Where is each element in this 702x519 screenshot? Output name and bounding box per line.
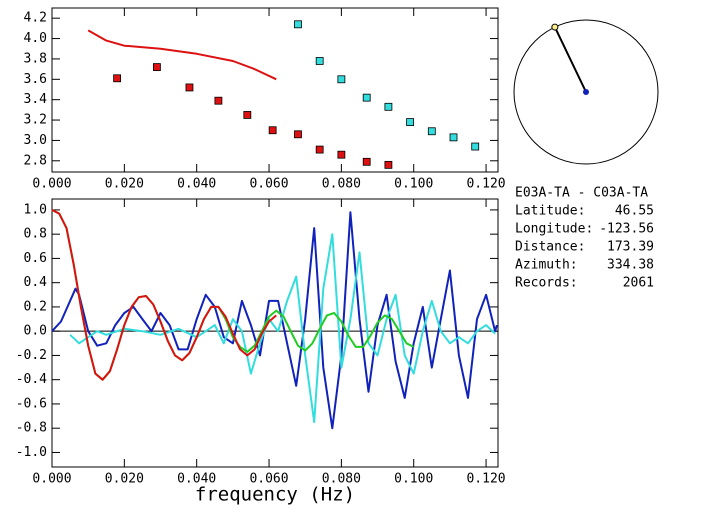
center-marker (583, 89, 589, 95)
marker (315, 57, 324, 65)
x-tick-label: 0.040 (177, 177, 216, 192)
y-tick-label: 4.0 (24, 31, 47, 46)
plot-frame (51, 198, 499, 468)
info-value: 46.55 (615, 204, 654, 219)
marker (384, 102, 393, 111)
x-tick-label: 0.100 (394, 177, 433, 192)
x-tick-label: 0.000 (32, 177, 71, 192)
line (51, 209, 277, 381)
y-tick-label: 4.2 (24, 11, 47, 26)
info-title: E03A-TA - C03A-TA (515, 186, 648, 201)
y-tick-label: -0.2 (16, 348, 47, 363)
y-tick-label: 0.2 (24, 299, 47, 314)
x-tick-label: 0.060 (249, 177, 288, 192)
marker (214, 96, 223, 105)
marker (243, 111, 252, 119)
x-tick-label: 0.000 (32, 472, 71, 487)
marker (337, 150, 346, 159)
azimuth-needle (553, 26, 587, 93)
info-label: Distance: (515, 240, 585, 255)
compass (513, 19, 659, 165)
x-tick-label: 0.080 (322, 472, 361, 487)
x-tick-label: 0.100 (394, 472, 433, 487)
x-tick-label: 0.120 (466, 177, 505, 192)
y-tick-label: 1.0 (24, 202, 47, 217)
x-axis-label: frequency (Hz) (195, 484, 355, 506)
marker (362, 93, 371, 102)
x-tick-label: 0.120 (466, 472, 505, 487)
info-label: Records: (515, 276, 578, 291)
line (51, 211, 498, 430)
y-tick-label: 0.6 (24, 251, 47, 266)
station-marker (551, 23, 559, 31)
marker (427, 127, 436, 136)
marker (185, 83, 194, 92)
info-label: Azimuth: (515, 258, 578, 273)
y-tick-label: 0.4 (24, 275, 48, 290)
line (69, 233, 496, 424)
info-value: 173.39 (607, 240, 654, 255)
info-label: Latitude: (515, 204, 585, 219)
marker (294, 130, 302, 139)
plot-frame (51, 7, 499, 173)
marker (406, 118, 415, 126)
y-tick-label: -0.4 (16, 372, 47, 387)
x-tick-label: 0.020 (105, 177, 144, 192)
y-tick-label: 0.0 (24, 324, 47, 339)
y-tick-label: -1.0 (16, 445, 47, 460)
marker (337, 75, 346, 84)
marker (315, 145, 324, 154)
y-tick-label: 2.8 (24, 153, 47, 168)
marker (362, 157, 371, 166)
y-tick-label: -0.8 (16, 421, 47, 436)
marker (113, 74, 122, 83)
x-tick-label: 0.060 (249, 472, 288, 487)
info-value: -123.56 (599, 222, 654, 237)
y-tick-label: 3.2 (24, 113, 47, 128)
info-value: 334.38 (607, 258, 654, 273)
x-tick-label: 0.020 (105, 472, 144, 487)
marker (384, 160, 393, 169)
y-tick-label: 3.4 (24, 92, 48, 107)
y-tick-label: -0.6 (16, 396, 47, 411)
y-tick-label: 3.6 (24, 72, 47, 87)
info-value: 2061 (623, 276, 654, 291)
line (87, 29, 277, 81)
marker (152, 63, 161, 71)
x-tick-label: 0.040 (177, 472, 216, 487)
info-label: Longitude: (515, 222, 593, 237)
marker (449, 133, 458, 142)
marker (268, 126, 277, 135)
marker (471, 142, 480, 151)
y-tick-label: 3.8 (24, 51, 47, 66)
y-tick-label: 3.0 (24, 133, 47, 148)
marker (294, 20, 302, 29)
x-tick-label: 0.080 (322, 177, 361, 192)
y-tick-label: 0.8 (24, 227, 47, 242)
